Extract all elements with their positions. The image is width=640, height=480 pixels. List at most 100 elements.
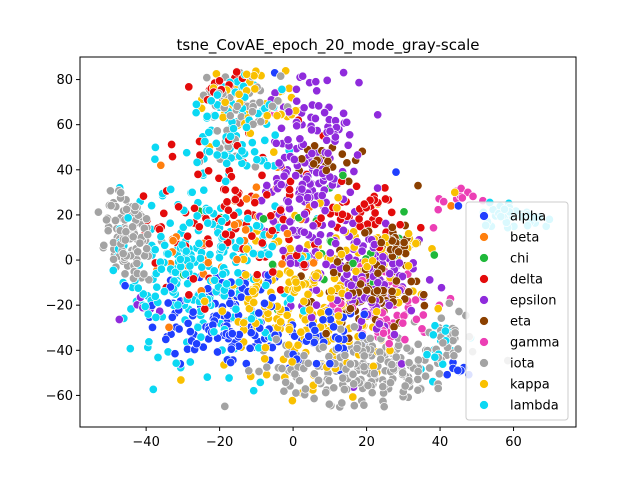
point-iota	[413, 374, 423, 384]
point-iota	[220, 401, 230, 411]
point-lambda	[243, 214, 253, 224]
point-lambda	[156, 264, 166, 274]
x-tick-label: −40	[132, 435, 159, 450]
point-lambda	[197, 262, 207, 272]
point-iota	[225, 111, 235, 121]
point-epsilon	[352, 237, 362, 247]
point-epsilon	[385, 269, 395, 279]
point-delta	[167, 152, 178, 162]
point-iota	[133, 247, 143, 257]
point-iota	[413, 339, 423, 349]
point-epsilon	[354, 78, 364, 88]
point-iota	[340, 350, 350, 360]
point-iota	[387, 360, 397, 370]
point-delta	[352, 181, 362, 191]
point-iota	[276, 71, 286, 81]
point-epsilon	[271, 138, 281, 148]
point-kappa	[284, 324, 294, 335]
point-iota	[141, 214, 152, 224]
point-delta	[204, 166, 214, 176]
legend-label-iota: iota	[510, 357, 535, 372]
point-delta	[138, 191, 149, 201]
point-iota	[434, 369, 444, 379]
point-alpha	[225, 298, 235, 308]
point-alpha	[226, 357, 236, 368]
point-epsilon	[300, 209, 310, 219]
point-delta	[250, 198, 260, 208]
point-lambda	[206, 96, 216, 106]
point-epsilon	[322, 75, 332, 85]
point-kappa	[249, 297, 259, 308]
legend-label-eta: eta	[510, 315, 531, 330]
point-iota	[324, 376, 334, 386]
point-epsilon	[297, 184, 307, 194]
y-tick-label: 0	[65, 254, 73, 269]
point-iota	[444, 298, 454, 308]
point-iota	[345, 359, 355, 369]
point-epsilon	[342, 117, 352, 127]
point-lambda	[133, 283, 143, 293]
point-alpha	[185, 327, 195, 337]
legend-marker-lambda	[479, 400, 489, 410]
y-tick-label: 40	[56, 163, 73, 178]
point-iota	[303, 358, 313, 368]
chart-title: tsne_CovAE_epoch_20_mode_gray-scale	[176, 36, 479, 55]
point-iota	[271, 334, 281, 344]
point-eta	[297, 154, 307, 164]
point-kappa	[367, 256, 378, 266]
point-delta	[184, 290, 194, 300]
point-iota	[378, 382, 388, 392]
point-kappa	[239, 318, 249, 328]
point-eta	[419, 301, 429, 311]
x-tick-label: 40	[432, 435, 449, 450]
point-epsilon	[349, 166, 359, 177]
point-lambda	[202, 372, 212, 382]
point-lambda	[228, 124, 239, 134]
point-alpha	[245, 343, 255, 353]
legend-label-beta: beta	[510, 231, 539, 246]
point-lambda	[153, 352, 163, 363]
point-kappa	[276, 317, 286, 327]
point-epsilon	[378, 252, 388, 262]
point-iota	[329, 383, 339, 393]
point-gamma	[428, 223, 439, 233]
point-iota	[324, 399, 334, 409]
point-alpha	[453, 201, 463, 211]
point-alpha	[453, 365, 463, 375]
point-epsilon	[317, 190, 327, 201]
point-alpha	[311, 359, 322, 369]
point-iota	[106, 201, 116, 211]
point-epsilon	[298, 71, 308, 81]
point-eta	[342, 158, 352, 168]
point-delta	[204, 239, 214, 249]
point-kappa	[362, 262, 372, 272]
point-alpha	[174, 324, 184, 334]
point-gamma	[468, 191, 478, 201]
point-epsilon	[291, 171, 301, 181]
point-iota	[120, 235, 130, 245]
point-kappa	[333, 311, 344, 321]
point-lambda	[217, 216, 227, 226]
point-lambda	[212, 150, 222, 160]
point-beta	[251, 182, 261, 192]
point-epsilon	[397, 271, 408, 282]
point-gamma	[417, 324, 427, 334]
point-lambda	[260, 135, 270, 145]
y-tick-label: 80	[56, 73, 73, 88]
point-lambda	[165, 218, 175, 228]
point-epsilon	[307, 312, 317, 323]
point-iota	[352, 343, 362, 353]
point-beta	[156, 160, 166, 170]
point-iota	[359, 362, 369, 372]
point-iota	[281, 377, 291, 387]
point-beta	[277, 259, 287, 269]
point-eta	[413, 181, 423, 191]
point-epsilon	[373, 183, 383, 193]
point-kappa	[314, 250, 324, 260]
point-iota	[299, 351, 309, 361]
point-delta	[387, 207, 397, 217]
point-epsilon	[389, 330, 399, 340]
point-chi	[429, 250, 439, 260]
point-alpha	[267, 293, 277, 303]
point-lambda	[241, 122, 252, 132]
